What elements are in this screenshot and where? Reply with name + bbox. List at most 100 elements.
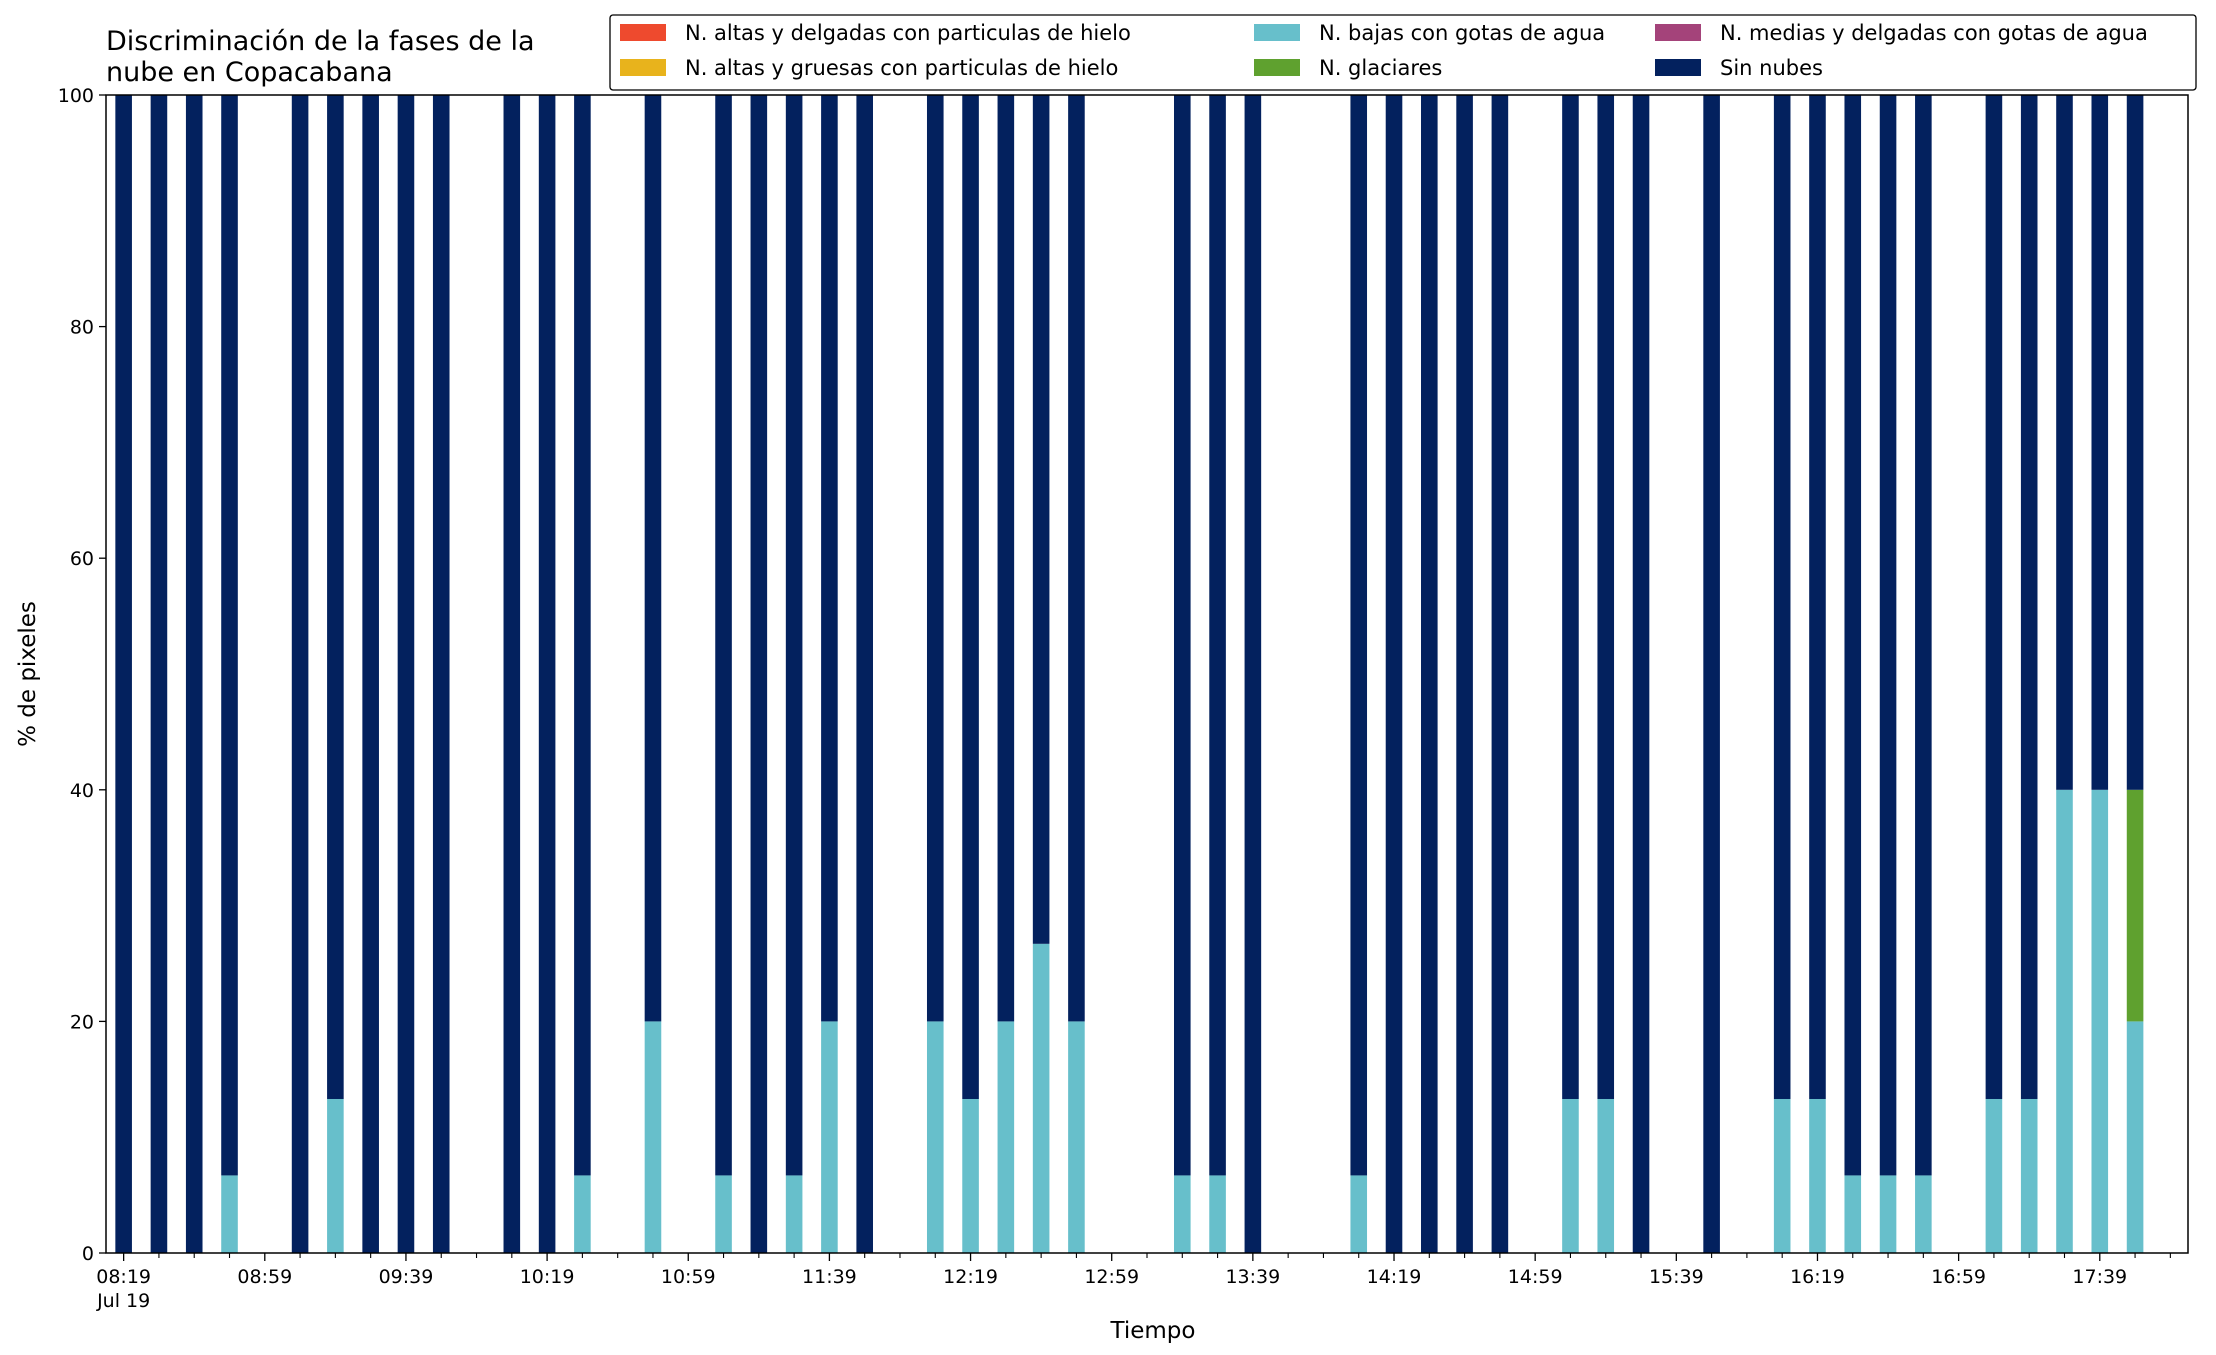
bar-segment bbox=[1809, 95, 1826, 1099]
bar-segment bbox=[1597, 95, 1615, 1099]
bar-segment bbox=[1350, 1175, 1368, 1253]
x-tick-label: 16:19 bbox=[1790, 1266, 1845, 1288]
bar-segment bbox=[1068, 95, 1085, 1022]
bar-segment bbox=[644, 1021, 662, 1253]
x-tick-label: 08:59 bbox=[237, 1266, 292, 1288]
bar-segment bbox=[1174, 95, 1191, 1176]
bar-segment bbox=[2091, 95, 2109, 790]
bar-segment bbox=[1456, 95, 1473, 1253]
bar-segment bbox=[821, 1021, 838, 1253]
bar-segment bbox=[1032, 95, 1050, 944]
x-tick-label: 14:59 bbox=[1508, 1266, 1563, 1288]
bar-segment bbox=[1985, 1098, 2003, 1253]
chart-title-line: Discriminación de la fases de la bbox=[106, 26, 535, 57]
bar-segment bbox=[2126, 789, 2144, 1022]
bar-segment bbox=[397, 95, 415, 1253]
legend-label: N. altas y delgadas con particulas de hi… bbox=[685, 21, 1131, 45]
y-tick-label: 20 bbox=[70, 1011, 94, 1033]
bar-segment bbox=[1174, 1175, 1191, 1253]
bar-segment bbox=[962, 1098, 979, 1253]
bar-segment bbox=[2126, 95, 2144, 790]
bar-segment bbox=[115, 95, 132, 1253]
x-date-label: Jul 19 bbox=[96, 1290, 150, 1312]
bar-segment bbox=[291, 95, 309, 1253]
bar-segment bbox=[750, 95, 768, 1253]
legend-swatch bbox=[620, 24, 666, 41]
y-tick-label: 40 bbox=[70, 780, 94, 802]
bar-segment bbox=[2056, 95, 2073, 790]
bar-segment bbox=[1068, 1021, 1085, 1253]
bar-segment bbox=[2126, 1021, 2144, 1253]
x-tick-label: 16:59 bbox=[1931, 1266, 1986, 1288]
x-tick-label: 12:59 bbox=[1084, 1266, 1139, 1288]
bar-segment bbox=[1773, 1098, 1791, 1253]
bar-segment bbox=[327, 1098, 344, 1253]
bar-segment bbox=[1632, 95, 1650, 1253]
bar-segment bbox=[1844, 1175, 1862, 1253]
legend-box bbox=[609, 14, 2197, 91]
y-tick-label: 60 bbox=[70, 548, 94, 570]
bar-segment bbox=[221, 95, 238, 1176]
bar-segment bbox=[327, 95, 344, 1099]
chart-title: Discriminación de la fases de la nube en … bbox=[106, 26, 535, 88]
bar-segment bbox=[785, 95, 803, 1176]
bar-segment bbox=[644, 95, 662, 1022]
bar-segment bbox=[362, 95, 379, 1253]
x-tick-label: 13:39 bbox=[1225, 1266, 1280, 1288]
bar-segment bbox=[997, 95, 1015, 1022]
x-tick-label: 12:19 bbox=[943, 1266, 998, 1288]
bar-segment bbox=[1491, 95, 1509, 1253]
bar-segment bbox=[1844, 95, 1862, 1176]
bar-segment bbox=[1244, 95, 1262, 1253]
legend: N. altas y delgadas con particulas de hi… bbox=[609, 14, 2197, 91]
y-axis: 0 20 40 60 80 100 bbox=[58, 85, 106, 1265]
x-tick-label: 14:19 bbox=[1367, 1266, 1422, 1288]
bar-segment bbox=[221, 1175, 238, 1253]
bar-segment bbox=[1597, 1098, 1615, 1253]
x-tick-label: 17:39 bbox=[2072, 1266, 2127, 1288]
bar-segment bbox=[185, 95, 203, 1253]
y-tick-label: 0 bbox=[82, 1243, 94, 1265]
legend-label: N. glaciares bbox=[1319, 56, 1442, 80]
bar-segment bbox=[2020, 95, 2038, 1099]
bar-segment bbox=[574, 1175, 591, 1253]
bar-segment bbox=[856, 95, 873, 1253]
bar-segment bbox=[1562, 95, 1579, 1099]
y-axis-label: % de pixeles bbox=[15, 601, 41, 747]
legend-label: N. medias y delgadas con gotas de agua bbox=[1720, 21, 2148, 45]
bar-segment bbox=[1209, 1175, 1226, 1253]
legend-swatch bbox=[1254, 24, 1300, 41]
bar-segment bbox=[821, 95, 838, 1022]
bar-segment bbox=[503, 95, 521, 1253]
bar-segment bbox=[1209, 95, 1226, 1176]
bar-segment bbox=[574, 95, 591, 1176]
x-tick-label: 10:59 bbox=[661, 1266, 716, 1288]
bar-segment bbox=[1421, 95, 1438, 1253]
bar-segment bbox=[926, 1021, 944, 1253]
x-tick-label: 08:19 bbox=[96, 1266, 151, 1288]
bar-segment bbox=[1915, 95, 1932, 1176]
bar-segment bbox=[1350, 95, 1368, 1176]
bar-segment bbox=[1985, 95, 2003, 1099]
x-tick-label: 09:39 bbox=[379, 1266, 434, 1288]
legend-label: N. altas y gruesas con particulas de hie… bbox=[685, 56, 1118, 80]
chart-title-line: nube en Copacabana bbox=[106, 57, 393, 88]
bar-segment bbox=[1385, 95, 1403, 1253]
legend-swatch bbox=[1254, 59, 1300, 76]
bar-segment bbox=[1879, 95, 1897, 1176]
bar-segment bbox=[1032, 943, 1050, 1253]
bar-segment bbox=[538, 95, 556, 1253]
y-tick-label: 80 bbox=[70, 317, 94, 339]
bar-segment bbox=[785, 1175, 803, 1253]
bar-segment bbox=[150, 95, 168, 1253]
x-tick-label: 11:39 bbox=[802, 1266, 857, 1288]
bar-segment bbox=[715, 95, 732, 1176]
bar-segment bbox=[926, 95, 944, 1022]
x-tick-label: 10:19 bbox=[520, 1266, 575, 1288]
y-tick-label: 100 bbox=[58, 85, 94, 107]
legend-swatch bbox=[1655, 24, 1701, 41]
bar-segment bbox=[1562, 1098, 1579, 1253]
bar-segment bbox=[997, 1021, 1015, 1253]
